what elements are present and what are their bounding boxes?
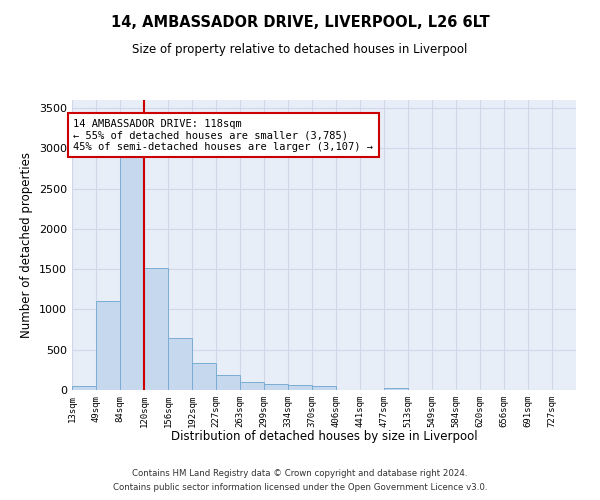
X-axis label: Distribution of detached houses by size in Liverpool: Distribution of detached houses by size … — [170, 430, 478, 443]
Bar — [144, 268, 168, 390]
Y-axis label: Number of detached properties: Number of detached properties — [20, 152, 34, 338]
Bar — [216, 374, 239, 390]
Bar — [312, 386, 336, 390]
Bar — [192, 362, 216, 390]
Text: Size of property relative to detached houses in Liverpool: Size of property relative to detached ho… — [133, 42, 467, 56]
Text: Contains HM Land Registry data © Crown copyright and database right 2024.: Contains HM Land Registry data © Crown c… — [132, 468, 468, 477]
Bar — [120, 155, 143, 390]
Text: 14, AMBASSADOR DRIVE, LIVERPOOL, L26 6LT: 14, AMBASSADOR DRIVE, LIVERPOOL, L26 6LT — [110, 15, 490, 30]
Bar — [96, 302, 120, 390]
Text: Contains public sector information licensed under the Open Government Licence v3: Contains public sector information licen… — [113, 484, 487, 492]
Bar — [264, 384, 288, 390]
Bar — [168, 338, 192, 390]
Bar — [72, 386, 96, 390]
Bar — [240, 382, 264, 390]
Text: 14 AMBASSADOR DRIVE: 118sqm
← 55% of detached houses are smaller (3,785)
45% of : 14 AMBASSADOR DRIVE: 118sqm ← 55% of det… — [73, 118, 373, 152]
Bar — [384, 388, 407, 390]
Bar — [288, 385, 311, 390]
